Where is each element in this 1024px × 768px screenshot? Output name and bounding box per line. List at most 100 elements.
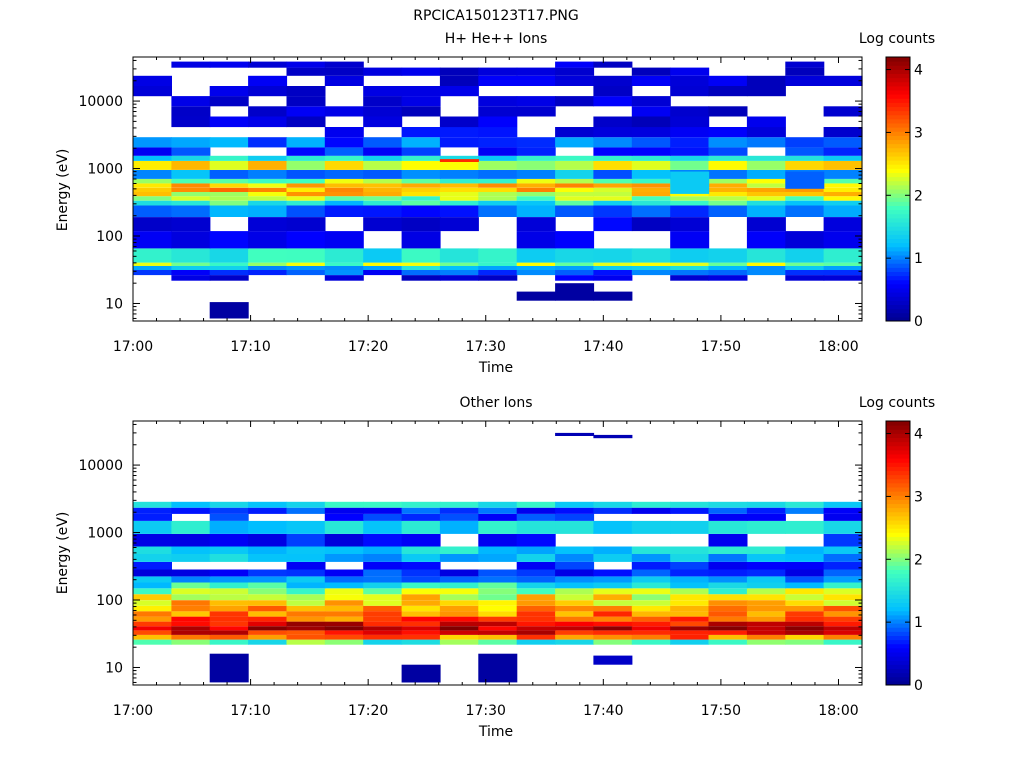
heatmap-cell [823, 600, 863, 606]
heatmap-cell [171, 196, 211, 201]
heatmap-cell [401, 554, 441, 562]
heatmap-cell [401, 507, 441, 514]
heatmap-cell [324, 626, 364, 631]
heatmap-cell [555, 576, 595, 583]
heatmap-cell [439, 205, 479, 217]
heatmap-cell [286, 616, 326, 622]
y-tick-label: 10000 [78, 458, 123, 474]
heatmap-cell [286, 611, 326, 617]
heatmap-cell [363, 248, 403, 263]
colorbar-segment [886, 168, 910, 174]
heatmap-cell [478, 106, 518, 117]
heatmap-cell [248, 61, 288, 68]
heatmap-cell [631, 67, 671, 76]
heatmap-cell [478, 554, 518, 562]
heatmap-cell [286, 501, 326, 508]
heatmap-cell [171, 270, 211, 276]
heatmap-cell [555, 283, 595, 301]
heatmap-cell [823, 546, 863, 554]
panel-2-colorbar-label: Log counts [859, 395, 935, 411]
heatmap-cell [133, 634, 172, 640]
heatmap-cell [746, 137, 786, 148]
heatmap-cell [133, 630, 172, 635]
heatmap-cell [324, 554, 364, 562]
heatmap-cell [286, 96, 326, 107]
heatmap-cell [823, 275, 863, 281]
heatmap-cell [746, 187, 786, 192]
panel-2-title: Other Ions [459, 395, 532, 411]
heatmap-cell [209, 200, 249, 206]
heatmap-cell [516, 231, 556, 249]
heatmap-cell [363, 501, 403, 508]
colorbar-segment [886, 672, 910, 678]
heatmap-cell [823, 582, 863, 589]
heatmap-cell [171, 611, 211, 617]
heatmap-cell [593, 178, 633, 184]
heatmap-cell [823, 248, 863, 263]
colorbar-tick-label: 1 [914, 615, 923, 631]
heatmap-cell [823, 217, 863, 232]
heatmap-cell [631, 639, 671, 645]
heatmap-cell [823, 183, 863, 188]
heatmap-cell [401, 621, 441, 627]
heatmap-cell [593, 61, 633, 68]
heatmap-cell [785, 576, 825, 583]
heatmap-cell [593, 169, 633, 179]
heatmap-cell [631, 605, 671, 612]
heatmap-cell [363, 611, 403, 617]
heatmap-cell [209, 653, 249, 683]
heatmap-cell [631, 127, 671, 138]
heatmap-cell [785, 554, 825, 562]
heatmap-cell [286, 600, 326, 606]
heatmap-cell [708, 86, 748, 97]
heatmap-cell [593, 630, 633, 635]
heatmap-cell [823, 561, 863, 570]
heatmap-cell [286, 270, 326, 276]
heatmap-cell [593, 137, 633, 148]
colorbar-segment [886, 664, 910, 670]
heatmap-cell [478, 178, 518, 184]
heatmap-cell [593, 520, 633, 534]
heatmap-cell [593, 616, 633, 622]
heatmap-cell [363, 569, 403, 577]
heatmap-cell [363, 266, 403, 270]
heatmap-cell [363, 605, 403, 612]
heatmap-cell [823, 569, 863, 577]
heatmap-cell [555, 137, 595, 148]
heatmap-cell [785, 639, 825, 645]
heatmap-cell [478, 160, 518, 170]
colorbar-segment [886, 94, 910, 99]
heatmap-cell [555, 67, 595, 76]
colorbar-segment [886, 110, 910, 116]
heatmap-cell [478, 582, 518, 589]
heatmap-cell [209, 160, 249, 170]
figure-title: RPCICA150123T17.PNG [413, 8, 578, 24]
heatmap-cell [785, 196, 825, 201]
heatmap-cell [708, 639, 748, 645]
heatmap-cell [478, 116, 518, 128]
heatmap-cell [401, 205, 441, 217]
colorbar-segment [886, 184, 910, 190]
colorbar-segment [886, 156, 910, 161]
x-tick-label: 17:30 [466, 339, 506, 355]
heatmap-cell [670, 600, 710, 606]
colorbar-segment [886, 573, 910, 579]
heatmap-cell [555, 554, 595, 562]
heatmap-cell [401, 266, 441, 270]
heatmap-cell [324, 147, 364, 156]
heatmap-cell [823, 507, 863, 514]
heatmap-cell [401, 196, 441, 201]
heatmap-cell [324, 137, 364, 148]
heatmap-cell [670, 217, 710, 232]
colorbar-segment [886, 602, 910, 608]
heatmap-cell [324, 634, 364, 640]
heatmap-cell [439, 155, 479, 161]
heatmap-cell [363, 67, 403, 76]
panel-h-he-ions: H+ He++ Ions Log counts Time Energy (eV)… [55, 31, 935, 376]
heatmap-cell [171, 639, 211, 645]
colorbar-segment [886, 143, 910, 149]
heatmap-cell [286, 533, 326, 547]
heatmap-cell [785, 561, 825, 570]
heatmap-cell [785, 605, 825, 612]
heatmap-cell [708, 147, 748, 156]
